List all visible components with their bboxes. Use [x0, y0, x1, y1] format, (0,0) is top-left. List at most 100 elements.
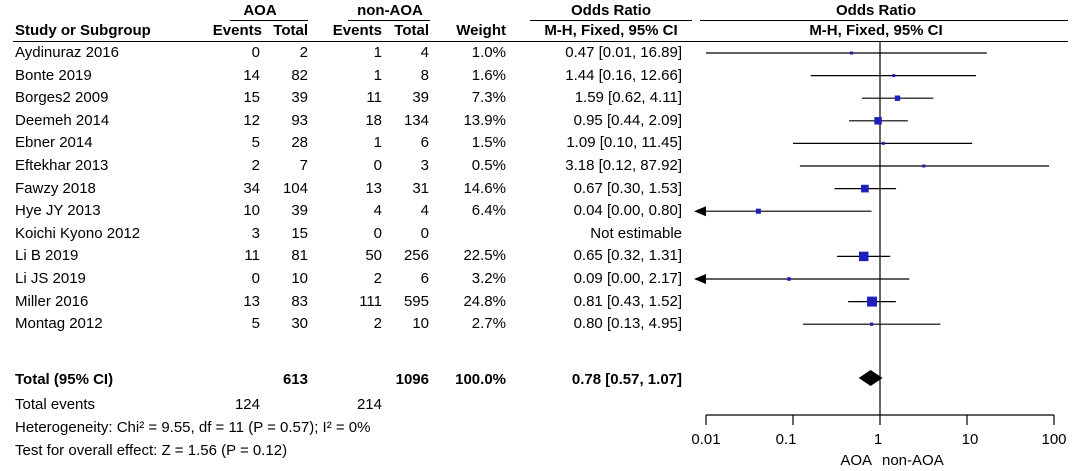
study-name: Aydinuraz 2016 — [15, 44, 119, 61]
header-bottom-rule — [13, 41, 1068, 42]
or-plot-header: Odds Ratio — [835, 2, 916, 19]
weight-value: 1.5% — [471, 134, 506, 152]
study-name: Miller 2016 — [15, 292, 89, 310]
total1-value: 104 — [282, 179, 308, 197]
events1-value: 14 — [243, 66, 260, 84]
total2-value: 6 — [420, 134, 429, 152]
events2-value: 1 — [373, 134, 382, 152]
weight-header: Weight — [456, 22, 506, 39]
favours-left-label: AOA — [840, 452, 872, 469]
total-label: Total (95% CI) — [15, 371, 114, 388]
total1-value: 83 — [291, 292, 308, 310]
ci-text-value: 0.67 [0.30, 1.53] — [573, 179, 682, 197]
tick-label-10: 10 — [961, 431, 979, 448]
group1-underline — [230, 20, 308, 21]
total2-value: 3 — [420, 157, 429, 174]
events1-value: 3 — [251, 224, 260, 242]
study-marker — [869, 322, 874, 326]
method-table-header: M-H, Fixed, 95% CI — [544, 22, 678, 39]
events1-header: Events — [212, 22, 262, 39]
events1-value: 10 — [243, 202, 260, 220]
total-t1: 613 — [282, 371, 308, 388]
total1-value: 15 — [291, 224, 308, 242]
total1-value: 28 — [291, 134, 308, 152]
study-marker — [755, 208, 761, 214]
study-name: Borges2 2009 — [15, 89, 109, 107]
events1-value: 2 — [251, 157, 260, 174]
weight-value: 14.6% — [463, 179, 506, 197]
total-t2: 1096 — [395, 371, 429, 388]
events2-value: 111 — [359, 292, 382, 310]
study-column-header: Study or Subgroup — [15, 22, 151, 39]
events2-value: 50 — [365, 247, 382, 265]
total-events-e1: 124 — [234, 396, 260, 413]
events2-header: Events — [332, 22, 382, 39]
study-name: Li B 2019 — [15, 247, 79, 265]
tick-label-100: 100 — [1041, 431, 1067, 448]
events2-value: 1 — [373, 44, 382, 61]
group1-header: AOA — [243, 2, 277, 19]
favours-right-label: non-AOA — [882, 452, 944, 469]
weight-value: 24.8% — [463, 292, 506, 310]
events2-value: 2 — [373, 270, 382, 287]
study-marker — [867, 296, 878, 307]
total2-header: Total — [394, 22, 429, 39]
study-marker — [858, 251, 869, 262]
or-table-underline — [530, 20, 692, 21]
total2-value: 31 — [412, 179, 429, 197]
ci-text-value: 3.18 [0.12, 87.92] — [565, 157, 682, 174]
ci-text-value: 1.44 [0.16, 12.66] — [565, 66, 682, 84]
total-events-label: Total events — [15, 396, 96, 413]
study-marker — [922, 164, 926, 168]
study-name: Li JS 2019 — [15, 270, 86, 287]
total2-value: 8 — [420, 66, 429, 84]
total2-value: 39 — [412, 89, 429, 107]
events2-value: 2 — [373, 315, 382, 333]
total1-value: 93 — [291, 111, 308, 129]
study-name: Ebner 2014 — [15, 134, 93, 152]
heterogeneity-text: Heterogeneity: Chi² = 9.55, df = 11 (P =… — [15, 419, 371, 436]
or-table-header: Odds Ratio — [570, 2, 651, 19]
events2-value: 0 — [373, 157, 382, 174]
weight-value: 2.7% — [471, 315, 506, 333]
total2-value: 6 — [420, 270, 429, 287]
tick-label-1: 1 — [873, 431, 883, 448]
events1-value: 11 — [244, 247, 260, 265]
study-marker — [861, 184, 869, 193]
group2-underline — [348, 20, 430, 21]
group2-header: non-AOA — [357, 2, 423, 19]
total1-header: Total — [273, 22, 308, 39]
total1-value: 7 — [299, 157, 308, 174]
total1-value: 10 — [291, 270, 308, 287]
weight-value: 1.6% — [471, 66, 506, 84]
weight-value: 3.2% — [471, 270, 506, 287]
ci-text-value: 0.81 [0.43, 1.52] — [573, 292, 682, 310]
study-marker — [894, 95, 901, 101]
total1-value: 39 — [291, 202, 308, 220]
total2-value: 10 — [412, 315, 429, 333]
study-name: Montag 2012 — [15, 315, 103, 333]
events1-value: 0 — [251, 44, 260, 61]
study-name: Bonte 2019 — [15, 66, 92, 84]
method-plot-header: M-H, Fixed, 95% CI — [809, 22, 943, 39]
ci-text-value: 0.04 [0.00, 0.80] — [573, 202, 682, 220]
total2-value: 595 — [403, 292, 429, 310]
study-marker — [892, 74, 896, 78]
study-name: Eftekhar 2013 — [15, 157, 109, 174]
events1-value: 12 — [243, 111, 260, 129]
events1-value: 0 — [251, 270, 260, 287]
ci-text-value: 0.65 [0.32, 1.31] — [573, 247, 682, 265]
events2-value: 13 — [365, 179, 382, 197]
total1-value: 2 — [299, 44, 308, 61]
weight-value: 0.5% — [471, 157, 506, 174]
events2-value: 11 — [366, 89, 382, 107]
ci-text-value: 1.59 [0.62, 4.11] — [574, 89, 682, 107]
events2-value: 4 — [373, 202, 382, 220]
total1-value: 30 — [291, 315, 308, 333]
ci-text-value: 0.95 [0.44, 2.09] — [573, 111, 682, 129]
events1-value: 13 — [243, 292, 260, 310]
events2-value: 0 — [373, 224, 382, 242]
study-name: Deemeh 2014 — [15, 111, 110, 129]
pooled-diamond — [858, 370, 883, 386]
